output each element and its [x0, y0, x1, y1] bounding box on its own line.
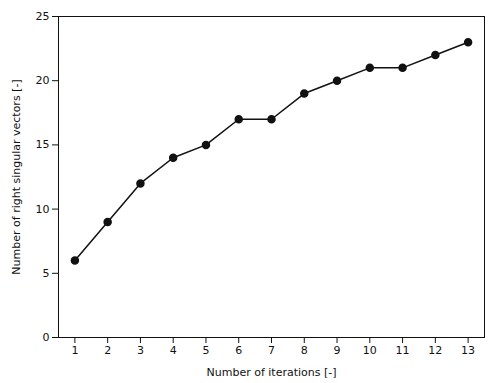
svg-text:12: 12 — [428, 344, 442, 357]
svg-text:Number of right singular vecto: Number of right singular vectors [-] — [10, 79, 23, 274]
svg-text:6: 6 — [235, 344, 242, 357]
svg-text:5: 5 — [202, 344, 209, 357]
svg-text:15: 15 — [36, 138, 50, 151]
svg-text:9: 9 — [334, 344, 341, 357]
svg-text:0: 0 — [43, 331, 50, 344]
svg-text:25: 25 — [36, 10, 50, 23]
svg-text:7: 7 — [268, 344, 275, 357]
svg-text:11: 11 — [396, 344, 410, 357]
svg-text:4: 4 — [170, 344, 177, 357]
svg-text:2: 2 — [104, 344, 111, 357]
svg-text:1: 1 — [71, 344, 78, 357]
svg-text:3: 3 — [137, 344, 144, 357]
svg-text:Number of iterations [-]: Number of iterations [-] — [206, 366, 336, 379]
svg-text:13: 13 — [461, 344, 475, 357]
svg-text:20: 20 — [36, 74, 50, 87]
svg-text:8: 8 — [301, 344, 308, 357]
svg-text:10: 10 — [36, 203, 50, 216]
svg-text:5: 5 — [43, 267, 50, 280]
svg-text:10: 10 — [363, 344, 377, 357]
